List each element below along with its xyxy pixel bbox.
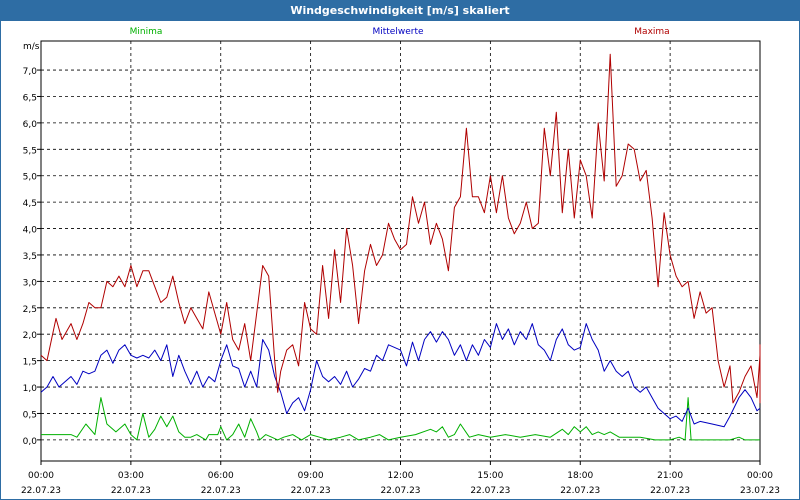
y-tick-label: 7,0 <box>23 67 38 77</box>
x-tick-date-label: 22.07.23 <box>470 486 510 496</box>
x-tick-time-label: 06:00 <box>208 471 234 481</box>
series-line-maxima <box>40 53 761 404</box>
x-tick-time-label: 12:00 <box>388 471 414 481</box>
x-tick-time-label: 03:00 <box>118 471 144 481</box>
series-line-minima <box>41 397 760 441</box>
x-tick-time-label: 00:00 <box>747 471 773 481</box>
x-tick-date-label: 22.07.23 <box>111 486 151 496</box>
x-tick-date-label: 22.07.23 <box>380 486 420 496</box>
x-tick-date-label: 22.07.23 <box>560 486 600 496</box>
grid <box>41 41 760 461</box>
x-tick-date-label: 22.07.23 <box>650 486 690 496</box>
y-tick-label: 5,5 <box>23 146 37 156</box>
x-tick-time-label: 09:00 <box>298 471 324 481</box>
y-tick-label: 6,0 <box>23 120 38 130</box>
window-title: Windgeschwindigkeit [m/s] skaliert <box>1 1 799 21</box>
x-tick-time-label: 21:00 <box>657 471 683 481</box>
x-tick-date-label: 23.07.23 <box>740 486 780 496</box>
plot-frame <box>40 40 761 462</box>
y-tick-label: 4,0 <box>23 226 38 236</box>
y-tick-label: 3,5 <box>23 252 37 262</box>
y-tick-label: 3,0 <box>23 278 38 288</box>
x-tick-date-label: 22.07.23 <box>21 486 61 496</box>
y-tick-label: 6,5 <box>23 93 37 103</box>
chart-area: 0,0 0,5 1,0 1,5 2,0 2,5 3,0 3,5 4,0 4,5 5,0 5,5 6,0 6… <box>1 21 799 499</box>
legend-mittelwerte: Mittelwerte <box>372 27 423 37</box>
x-tick-time-label: 00:00 <box>28 471 54 481</box>
x-tick-time-label: 15:00 <box>477 471 503 481</box>
y-tick-label: 1,0 <box>23 384 38 394</box>
y-tick-label: 1,5 <box>23 358 37 368</box>
y-tick-label: 2,0 <box>23 331 38 341</box>
labels: 0,0 0,5 1,0 1,5 2,0 2,5 3,0 3,5 4,0 4,5 5,0 5,5 6,0 6… <box>21 27 780 496</box>
y-tick-label: 0,5 <box>23 410 37 420</box>
x-tick-time-label: 18:00 <box>567 471 593 481</box>
series-line-mittelwerte <box>40 323 761 428</box>
y-unit-label: m/s <box>23 42 40 52</box>
x-tick-date-label: 22.07.23 <box>201 486 241 496</box>
axes <box>37 40 761 465</box>
series-layer <box>40 53 761 441</box>
y-tick-label: 5,0 <box>23 173 38 183</box>
y-tick-label: 2,5 <box>23 305 37 315</box>
y-tick-label: 4,5 <box>23 199 37 209</box>
chart-background <box>1 21 799 499</box>
y-tick-label: 0,0 <box>23 437 38 447</box>
x-tick-date-label: 22.07.23 <box>291 486 331 496</box>
legend-maxima: Maxima <box>634 27 669 37</box>
legend-minima: Minima <box>130 27 163 37</box>
